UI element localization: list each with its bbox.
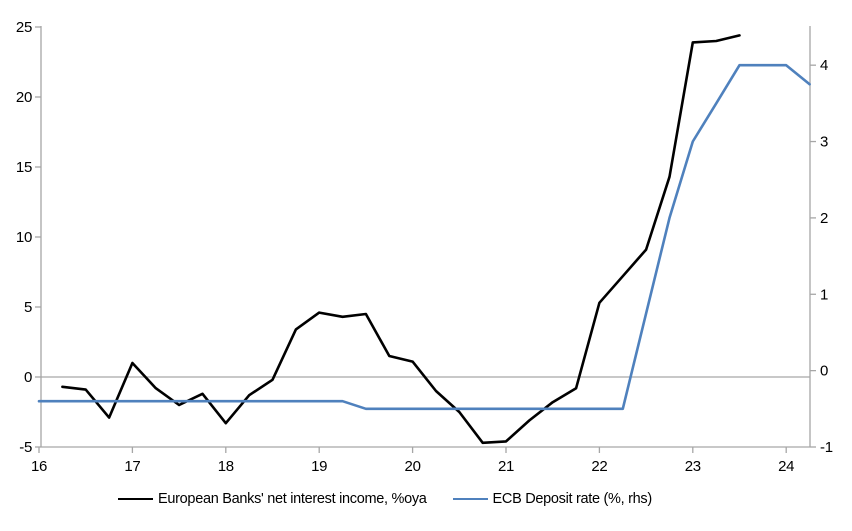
legend-item-deposit-rate: ECB Deposit rate (%, rhs) [452, 491, 653, 507]
y-axis-right-label: 1 [820, 286, 828, 303]
y-axis-left-label: 0 [24, 369, 32, 386]
legend-label-deposit-rate: ECB Deposit rate (%, rhs) [492, 491, 653, 507]
y-axis-left-label: 20 [16, 89, 32, 106]
legend-line-swatch-deposit-rate [452, 498, 488, 500]
x-axis-label: 22 [591, 458, 607, 475]
chart-legend: European Banks' net interest income, %oy… [118, 491, 652, 507]
y-axis-right-label: -1 [820, 439, 833, 456]
y-axis-left-label: 10 [16, 229, 32, 246]
y-axis-left-label: 25 [16, 19, 32, 36]
legend-label-nii: European Banks' net interest income, %oy… [158, 491, 427, 507]
y-axis-left-label: 5 [24, 299, 32, 316]
series-line-ecb-deposit-rate [37, 63, 811, 411]
x-axis-label: 24 [778, 458, 794, 475]
y-axis-right-label: 0 [820, 363, 828, 380]
x-axis-label: 18 [218, 458, 234, 475]
y-axis-left-label: 15 [16, 159, 32, 176]
x-axis-label: 16 [31, 458, 47, 475]
y-axis-right-label: 4 [820, 57, 828, 74]
series-line-european-banks-nii [61, 34, 741, 445]
legend-line-swatch-nii [118, 498, 153, 500]
x-axis-label: 21 [498, 458, 514, 475]
x-axis-label: 20 [405, 458, 421, 475]
y-axis-right-label: 3 [820, 134, 828, 151]
y-axis-right-label: 2 [820, 210, 828, 227]
legend-item-nii: European Banks' net interest income, %oy… [118, 491, 427, 507]
x-axis-label: 19 [311, 458, 327, 475]
y-axis-left-label: -5 [19, 439, 32, 456]
x-axis-label: 23 [685, 458, 701, 475]
x-axis-label: 17 [124, 458, 140, 475]
